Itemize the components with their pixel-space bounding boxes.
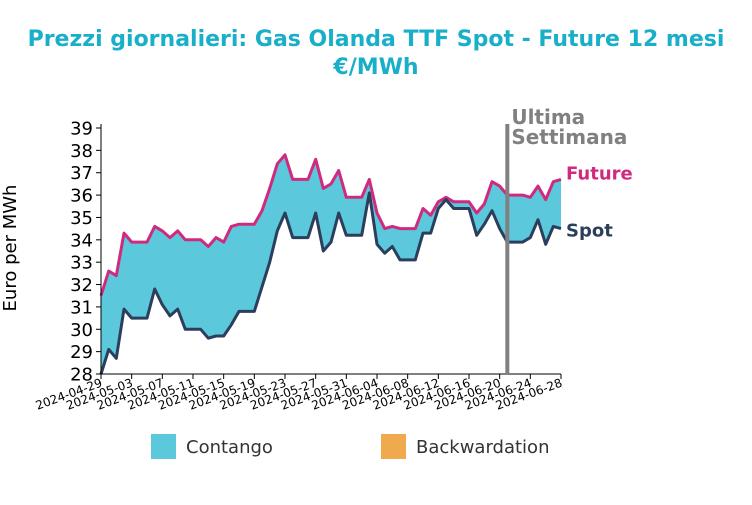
y-tick-label: 28 xyxy=(70,365,93,386)
legend-item-backwardation: Backwardation xyxy=(381,434,549,459)
y-tick-label: 36 xyxy=(70,186,93,207)
y-tick-label: 38 xyxy=(70,141,93,162)
axes: 2829303132333435363738392024-04-292024-0… xyxy=(34,119,564,413)
contango-area xyxy=(101,154,561,374)
y-tick-label: 39 xyxy=(70,119,93,140)
y-tick-label: 33 xyxy=(70,253,93,274)
legend-label: Contango xyxy=(186,437,273,458)
chart-subtitle: €/MWh xyxy=(332,55,418,80)
contango-area-layer xyxy=(101,154,561,374)
y-axis-label: Euro per MWh xyxy=(0,185,21,312)
legend-item-contango: Contango xyxy=(151,434,273,459)
y-tick-label: 31 xyxy=(70,297,93,318)
legend-label: Backwardation xyxy=(416,437,549,458)
legend: Contango Backwardation xyxy=(151,434,549,459)
legend-swatch xyxy=(381,434,406,459)
last-week-label-line2: Settimana xyxy=(511,125,627,149)
last-week-label-line1: Ultima xyxy=(511,105,585,129)
y-tick-label: 30 xyxy=(70,320,93,341)
series-line-layer: Future Spot xyxy=(99,153,633,375)
spot-series-label: Spot xyxy=(566,221,613,242)
y-tick-label: 29 xyxy=(70,342,93,363)
y-tick-label: 35 xyxy=(70,208,93,229)
legend-swatch xyxy=(151,434,176,459)
y-tick-label: 37 xyxy=(70,163,93,184)
future-line xyxy=(99,153,562,297)
chart-title: Prezzi giornalieri: Gas Olanda TTF Spot … xyxy=(28,27,725,52)
future-series-label: Future xyxy=(566,163,633,184)
y-tick-label: 32 xyxy=(70,275,93,296)
y-tick-label: 34 xyxy=(70,230,93,251)
spot-line xyxy=(99,191,562,375)
